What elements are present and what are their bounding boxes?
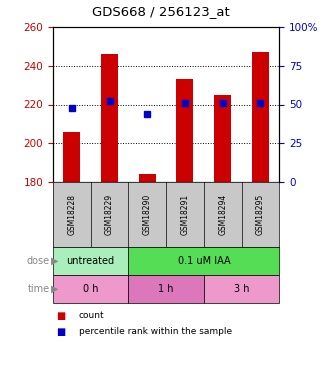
Bar [214,95,231,182]
Bar [139,174,156,182]
Text: GSM18291: GSM18291 [180,194,189,235]
Bar [63,132,80,182]
Text: percentile rank within the sample: percentile rank within the sample [79,327,232,336]
Text: ■: ■ [56,327,65,338]
Text: ■: ■ [56,310,65,321]
Text: GSM18229: GSM18229 [105,194,114,235]
Text: count: count [79,310,104,320]
Text: GSM18290: GSM18290 [143,194,152,235]
Text: ▶: ▶ [51,284,59,294]
Text: dose: dose [27,256,50,266]
Text: 0.1 uM IAA: 0.1 uM IAA [178,256,230,266]
Bar [252,52,269,182]
Bar [177,80,194,182]
Text: 1 h: 1 h [158,284,174,294]
Bar [53,247,128,275]
Text: time: time [28,284,50,294]
Text: 0 h: 0 h [83,284,99,294]
Bar [128,275,204,303]
Bar [53,275,128,303]
Text: GSM18294: GSM18294 [218,194,227,235]
Text: GSM18228: GSM18228 [67,194,76,235]
Bar [101,54,118,182]
Text: untreated: untreated [67,256,115,266]
Bar [204,275,279,303]
Text: ▶: ▶ [51,256,59,266]
Text: 3 h: 3 h [234,284,249,294]
Text: GDS668 / 256123_at: GDS668 / 256123_at [91,5,230,18]
Text: GSM18295: GSM18295 [256,194,265,235]
Bar [128,247,279,275]
